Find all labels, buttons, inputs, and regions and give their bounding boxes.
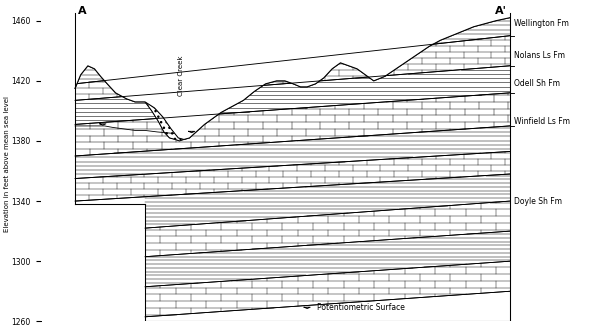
Y-axis label: Elevation in feet above mean sea level: Elevation in feet above mean sea level <box>4 96 10 231</box>
Text: Nolans Ls Fm: Nolans Ls Fm <box>514 51 565 60</box>
Text: Clear Creek: Clear Creek <box>178 55 184 96</box>
Text: Odell Sh Fm: Odell Sh Fm <box>514 79 560 88</box>
Text: Winfield Ls Fm: Winfield Ls Fm <box>514 117 569 126</box>
Text: A': A' <box>495 6 507 16</box>
Polygon shape <box>145 102 214 141</box>
Text: Wellington Fm: Wellington Fm <box>514 19 569 28</box>
Text: A: A <box>78 6 86 16</box>
Text: Potentiometric Surface: Potentiometric Surface <box>317 303 405 311</box>
Text: Doyle Sh Fm: Doyle Sh Fm <box>514 197 562 206</box>
